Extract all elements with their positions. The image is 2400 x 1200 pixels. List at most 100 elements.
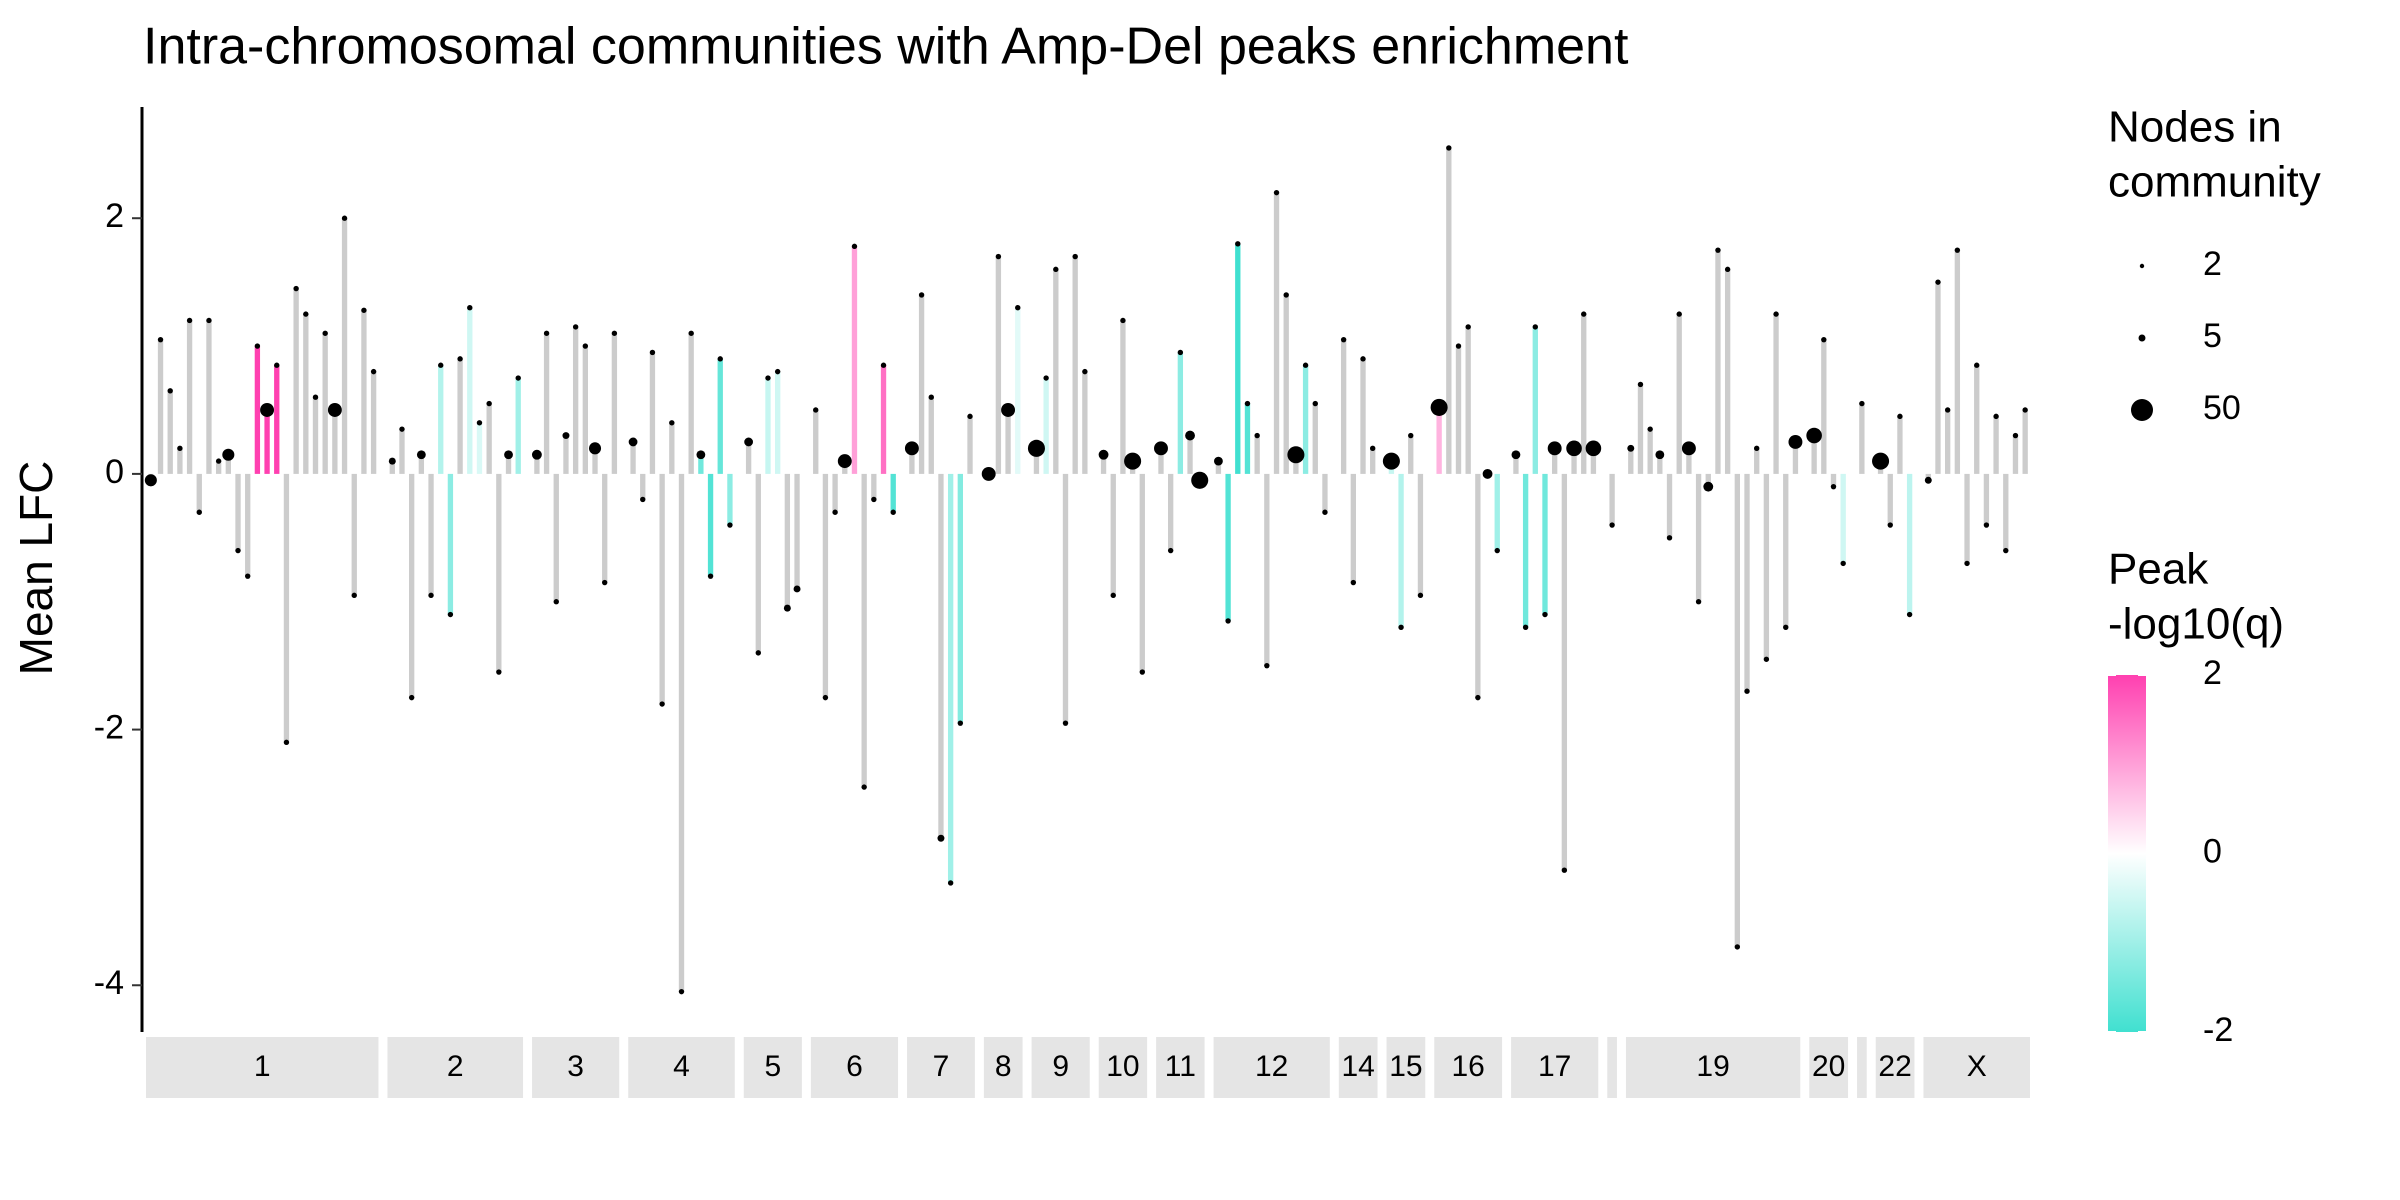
- size-legend-title: Nodes in: [2108, 103, 2282, 152]
- point: [206, 317, 212, 324]
- point: [283, 739, 290, 746]
- point: [1382, 452, 1400, 470]
- bar: [1225, 473, 1231, 621]
- facet-strip: [983, 1037, 1023, 1098]
- bar: [186, 320, 193, 474]
- point: [717, 356, 723, 362]
- bar: [1475, 473, 1481, 698]
- point: [1350, 579, 1357, 586]
- bar: [1370, 448, 1376, 474]
- bar: [1954, 250, 1961, 474]
- point: [1244, 400, 1251, 407]
- bar: [1581, 314, 1587, 474]
- facet-label: 6: [846, 1050, 863, 1083]
- size-legend-dot: [2130, 398, 2154, 422]
- bar: [1945, 409, 1951, 474]
- point: [640, 496, 646, 503]
- bar: [1408, 435, 1414, 474]
- bar: [1715, 250, 1721, 474]
- point: [1465, 324, 1471, 330]
- bar: [1676, 314, 1682, 474]
- point: [1974, 362, 1980, 368]
- point: [1821, 336, 1827, 343]
- facet-strip: [1625, 1037, 1801, 1098]
- bar: [293, 288, 299, 474]
- point: [947, 880, 954, 886]
- size-legend-label: 5: [2203, 317, 2222, 355]
- point: [1542, 611, 1548, 618]
- point: [322, 330, 328, 336]
- facet-strip: [532, 1037, 620, 1098]
- point: [1124, 452, 1142, 470]
- point: [783, 604, 791, 612]
- point: [1585, 440, 1602, 457]
- bar: [1062, 473, 1069, 724]
- bar: [1590, 448, 1597, 474]
- bar: [871, 473, 877, 500]
- point: [235, 547, 241, 554]
- bar: [784, 473, 791, 609]
- point: [476, 420, 483, 426]
- bar: [1322, 473, 1328, 513]
- y-tick-label: -2: [94, 709, 124, 747]
- point: [1340, 336, 1347, 343]
- bar: [727, 473, 733, 526]
- bar: [1513, 454, 1519, 474]
- bar: [1821, 339, 1827, 474]
- bar: [370, 371, 377, 474]
- facet-label: 12: [1255, 1050, 1288, 1083]
- bar: [1312, 403, 1318, 474]
- bar: [669, 422, 675, 474]
- point: [774, 368, 781, 375]
- point: [1053, 266, 1059, 273]
- facet-label: 4: [673, 1050, 690, 1083]
- point: [177, 445, 183, 452]
- point: [1964, 560, 1970, 567]
- size-legend-label: 50: [2203, 389, 2241, 427]
- facet-strip: [1923, 1037, 2030, 1098]
- bar: [1830, 473, 1837, 487]
- bar: [157, 339, 164, 474]
- bar: [1398, 473, 1404, 628]
- bar: [938, 473, 944, 839]
- point: [196, 509, 202, 515]
- size-legend-title: community: [2108, 158, 2321, 207]
- point: [928, 394, 934, 400]
- bar: [1666, 473, 1673, 538]
- point: [1944, 407, 1951, 413]
- point: [1177, 349, 1184, 356]
- facet-label: 14: [1341, 1050, 1374, 1083]
- point: [1715, 247, 1721, 253]
- point: [496, 669, 502, 675]
- facet-label: 8: [995, 1050, 1012, 1083]
- bar: [254, 346, 261, 474]
- point: [765, 375, 771, 381]
- bar: [775, 371, 781, 474]
- point: [696, 450, 706, 460]
- point: [871, 496, 877, 503]
- point: [572, 324, 579, 330]
- point: [1322, 509, 1328, 515]
- bar: [602, 473, 608, 583]
- bar: [1273, 192, 1280, 474]
- point: [1773, 311, 1779, 317]
- bar: [1043, 378, 1049, 474]
- bar: [1293, 454, 1299, 474]
- facet-strip: [1857, 1037, 1867, 1098]
- facet-label: 19: [1696, 1050, 1729, 1083]
- point: [1993, 413, 1999, 420]
- bar: [707, 473, 714, 577]
- point: [1887, 522, 1893, 528]
- bar: [1647, 429, 1653, 474]
- bar: [1657, 454, 1663, 474]
- facet-label: 17: [1538, 1050, 1571, 1083]
- y-axis-title: Mean LFC: [10, 461, 62, 676]
- point: [981, 466, 996, 481]
- point: [1027, 439, 1045, 457]
- bar: [1887, 473, 1893, 526]
- facet-strip: [1511, 1037, 1599, 1098]
- point: [1455, 343, 1462, 349]
- bar: [264, 409, 270, 474]
- bar: [995, 256, 1002, 474]
- facet-label: 10: [1106, 1050, 1139, 1083]
